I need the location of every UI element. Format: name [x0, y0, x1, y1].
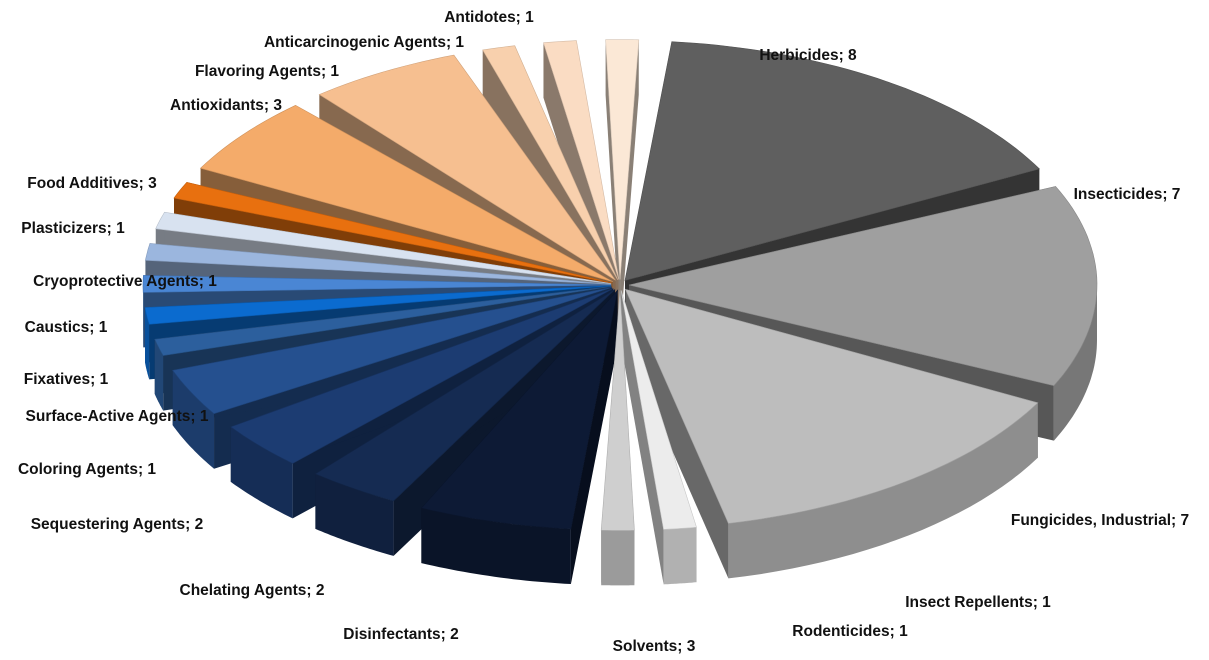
data-label: Antidotes; 1	[444, 9, 534, 26]
data-label: Herbicides; 8	[759, 47, 857, 64]
data-label: Chelating Agents; 2	[180, 582, 325, 599]
data-label: Fungicides, Industrial; 7	[1011, 512, 1189, 529]
data-label: Food Additives; 3	[27, 175, 157, 192]
data-label: Solvents; 3	[613, 638, 696, 655]
data-label: Plasticizers; 1	[21, 220, 125, 237]
data-label: Anticarcinogenic Agents; 1	[264, 34, 464, 51]
slice-outer-wall	[601, 530, 634, 585]
slice-outer-wall	[664, 527, 697, 584]
data-label: Insecticides; 7	[1074, 186, 1181, 203]
data-label: Caustics; 1	[25, 319, 108, 336]
data-label: Rodenticides; 1	[792, 623, 908, 640]
data-label: Fixatives; 1	[24, 371, 109, 388]
data-label: Flavoring Agents; 1	[195, 63, 339, 80]
data-label: Disinfectants; 2	[343, 626, 458, 643]
data-label: Antioxidants; 3	[170, 97, 282, 114]
data-label: Surface-Active Agents; 1	[26, 408, 209, 425]
data-label: Cryoprotective Agents; 1	[33, 273, 217, 290]
data-label: Sequestering Agents; 2	[31, 516, 204, 533]
data-label: Coloring Agents; 1	[18, 461, 156, 478]
data-label: Insect Repellents; 1	[905, 594, 1051, 611]
